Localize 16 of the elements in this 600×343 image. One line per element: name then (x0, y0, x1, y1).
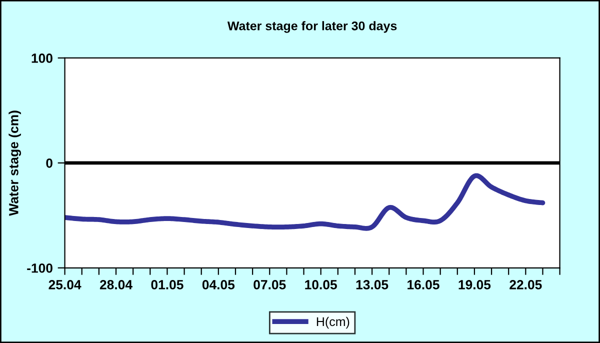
x-tick-label: 19.05 (458, 280, 491, 290)
x-tick-label: 10.05 (305, 280, 337, 290)
x-tick-label: 04.05 (202, 280, 235, 290)
x-tick-label: 28.04 (100, 280, 132, 290)
y-tick-label: 0 (46, 158, 52, 168)
y-tick-label: -100 (27, 263, 52, 273)
x-tick-label: 22.05 (510, 280, 542, 290)
legend-label: H(cm) (316, 316, 350, 329)
x-tick-label: 07.05 (254, 280, 286, 290)
y-tick-label: 100 (32, 54, 52, 63)
x-tick-label: 01.05 (151, 280, 184, 290)
x-tick-label: 25.04 (48, 280, 82, 290)
y-axis-title: Water stage (cm) (8, 110, 22, 216)
x-tick-label: 13.05 (356, 280, 388, 290)
x-tick-label: 16.05 (408, 280, 440, 290)
chart-title: Water stage for later 30 days (227, 21, 397, 33)
